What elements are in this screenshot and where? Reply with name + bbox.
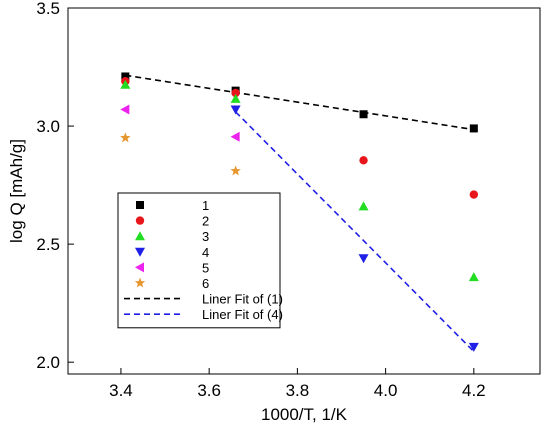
data-point-series-3 xyxy=(468,272,479,282)
y-tick-label: 2.0 xyxy=(36,353,60,372)
legend-label: 6 xyxy=(202,276,209,291)
fit-line xyxy=(235,111,475,353)
legend-label: 5 xyxy=(202,260,209,275)
plot-frame xyxy=(67,7,541,375)
x-tick-label: 3.4 xyxy=(109,381,133,400)
x-tick-label: 3.8 xyxy=(286,381,310,400)
legend-marker xyxy=(135,216,145,225)
legend-label: Liner Fit of (1) xyxy=(202,292,283,307)
axis-tick-labels: 3.4 3.6 3.8 4.0 4.2 2.0 2.5 3.0 3.5 xyxy=(36,0,485,400)
data-point-series-4 xyxy=(468,342,479,352)
x-axis-label: 1000/T, 1/K xyxy=(261,405,348,424)
legend-label: 2 xyxy=(202,214,209,229)
data-point-series-2 xyxy=(231,88,240,98)
legend-box xyxy=(117,192,281,329)
data-point-series-4 xyxy=(358,254,369,264)
data-point-series-1 xyxy=(359,110,368,119)
legend-label: Liner Fit of (4) xyxy=(202,307,283,322)
data-point-series-6 xyxy=(230,165,241,176)
data-point-series-3 xyxy=(120,79,131,89)
legend-label: 3 xyxy=(202,229,209,244)
data-point-series-4 xyxy=(230,105,241,115)
data-point-series-3 xyxy=(230,93,241,103)
y-axis-label: log Q [mAh/g] xyxy=(7,139,26,243)
data-points xyxy=(120,72,479,352)
x-tick-label: 3.6 xyxy=(197,381,221,400)
data-point-series-5 xyxy=(230,131,240,142)
y-tick-label: 2.5 xyxy=(36,235,60,254)
y-tick-label: 3.0 xyxy=(36,117,60,136)
data-point-series-2 xyxy=(469,190,479,199)
x-tick-label: 4.0 xyxy=(374,381,398,400)
data-point-series-5 xyxy=(120,104,130,115)
axis-ticks xyxy=(68,7,475,374)
data-point-series-1 xyxy=(469,124,478,133)
legend-marker xyxy=(135,262,144,273)
legend-marker xyxy=(134,277,146,288)
fit-lines xyxy=(125,74,475,353)
y-tick-label: 3.5 xyxy=(36,0,60,18)
legend-label: 4 xyxy=(202,245,209,260)
legend-label: 1 xyxy=(202,198,209,213)
legend-marker xyxy=(135,231,145,241)
data-point-series-1 xyxy=(121,72,130,81)
fit-line xyxy=(125,74,474,131)
x-tick-label: 4.2 xyxy=(462,381,486,400)
data-point-series-3 xyxy=(358,201,369,211)
legend-marker xyxy=(135,247,145,257)
data-point-series-2 xyxy=(359,156,368,165)
legend-marker xyxy=(136,201,144,209)
data-point-series-6 xyxy=(120,132,131,143)
